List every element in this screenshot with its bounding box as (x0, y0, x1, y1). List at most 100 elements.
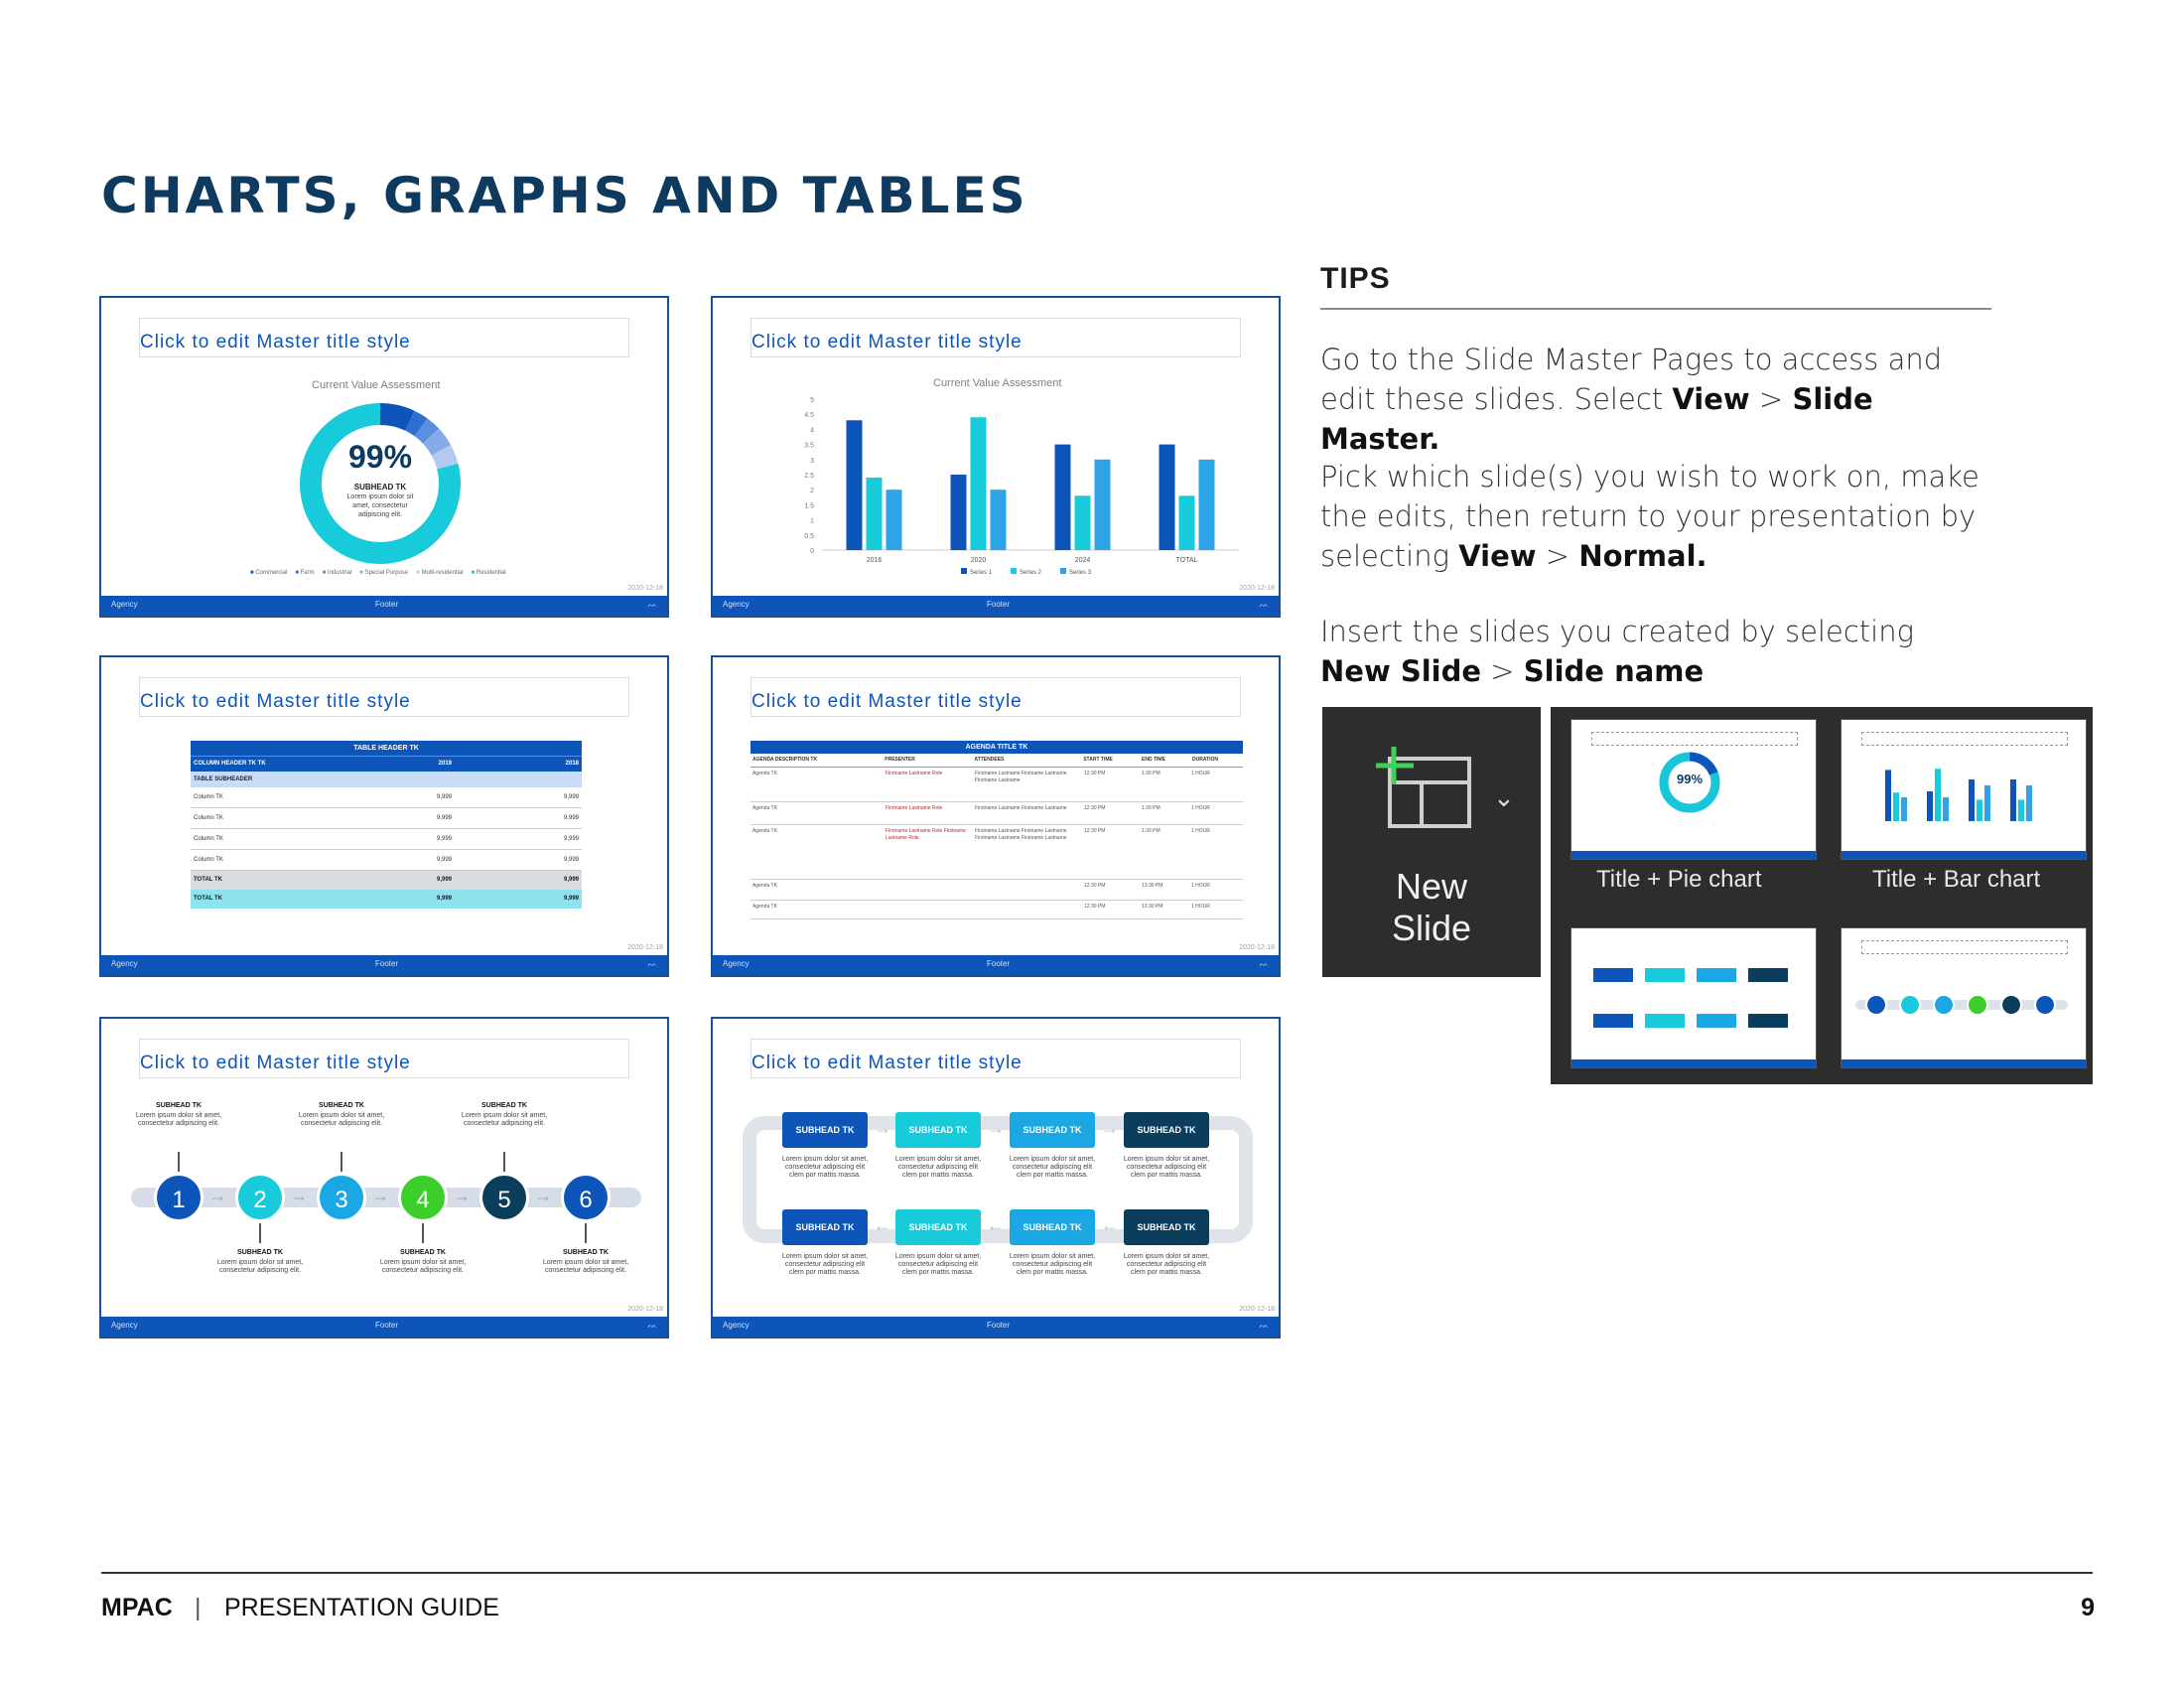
legend-entry: ■ Commercial (250, 570, 288, 576)
thumb-process-box (1645, 1014, 1685, 1028)
legend-label: Commercial (255, 570, 288, 576)
slide-thumbnail-timeline[interactable]: Click to edit Master title style 2020-12… (99, 1017, 669, 1338)
agenda-row: Agenda TK Firstname Lastname Role Firstna… (751, 825, 1243, 880)
x-tick-label: 2024 (1075, 557, 1091, 564)
layout-thumb-process[interactable] (1570, 927, 1817, 1068)
legend-entry: ■ Industrial (322, 570, 352, 576)
y-tick-label: 4.5 (804, 412, 814, 419)
slide-title-box: Click to edit Master title style (139, 318, 629, 357)
timeline-body: Lorem ipsum dolor sit amet, consectetur … (542, 1259, 629, 1274)
pie-slice (431, 444, 459, 470)
timeline-step: 2 (235, 1173, 285, 1222)
pie-slice (422, 428, 451, 456)
layout-thumb-bar[interactable] (1841, 719, 2087, 860)
agenda-cell: 1 HOUR (1191, 883, 1210, 889)
footer-brand: MPAC (101, 1594, 173, 1621)
table-row: Column TK 9,999 9,999 (191, 829, 582, 850)
timeline-body: Lorem ipsum dolor sit amet, consectetur … (135, 1112, 222, 1127)
thumb-bar (1943, 797, 1949, 821)
thumb-bar (1935, 769, 1941, 821)
agenda-table: AGENDA TITLE TK AGENDA DESCRIPTION TK PRE… (751, 741, 1243, 919)
process-step-body: Lorem ipsum dolor sit amet, consectetur … (781, 1253, 869, 1276)
footer-left: Agency (723, 959, 750, 968)
agenda-row: Agenda TK 12:30 PM 13:30 PM 1 HOUR (751, 901, 1243, 919)
legend-label: Series 1 (970, 570, 993, 576)
tip-keyword: View (1458, 539, 1537, 573)
legend-label: Series 2 (1020, 570, 1042, 576)
footer-left: Agency (723, 1321, 750, 1330)
thumb-bar (2010, 779, 2016, 821)
tip-text: > (1481, 654, 1524, 688)
bar (950, 475, 967, 550)
legend-entry: ■ Farm (295, 570, 315, 576)
thumb-footer-bar (1571, 1059, 1816, 1067)
layout-thumb-pie[interactable]: 99% (1570, 719, 1817, 860)
tip-keyword: Slide Master. (1320, 382, 1873, 456)
thumb-bar (1977, 799, 1982, 821)
footer-center: Footer (375, 1321, 399, 1330)
agenda-cell: Firstname Lastname Firstname Lastname Fi… (975, 828, 1067, 841)
agenda-column-headers: AGENDA DESCRIPTION TK PRESENTER ATTENDEES S… (751, 754, 1243, 768)
pie-center-percent: 99% (347, 439, 413, 475)
layout-thumb-timeline[interactable] (1841, 927, 2087, 1068)
bar (1054, 444, 1071, 550)
thumb-bar (1984, 785, 1990, 821)
tip-paragraph-1: Go to the Slide Master Pages to access a… (1320, 340, 1995, 459)
agenda-cell (973, 880, 1082, 900)
slide-thumbnail-table[interactable]: Click to edit Master title style TABLE H… (99, 655, 669, 977)
process-step-body: Lorem ipsum dolor sit amet, consectetur … (1123, 1156, 1210, 1179)
table-cell: Column TK (194, 836, 223, 842)
process-step-box: SUBHEAD TK (895, 1209, 981, 1245)
table-body: Column TK 9,999 9,999 Column TK 9,999 9,999 Co… (191, 787, 582, 871)
chevron-down-icon[interactable]: ⌄ (1493, 782, 1515, 812)
slide-thumbnail-process[interactable]: Click to edit Master title style 2020-12… (711, 1017, 1281, 1338)
agenda-cell: Agenda TK (752, 883, 777, 889)
slide-thumbnail-bar[interactable]: Click to edit Master title style Current… (711, 296, 1281, 618)
thumb-timeline-step (1967, 994, 1988, 1016)
footer-logo: ᨓ (1259, 1321, 1269, 1330)
pie-chart (300, 403, 461, 564)
thumb-pie-percent: 99% (1676, 772, 1704, 786)
timeline-subhead: SUBHEAD TK (237, 1249, 283, 1256)
process-step-box: SUBHEAD TK (1124, 1112, 1209, 1148)
agenda-cell: 1 HOUR (1191, 828, 1210, 834)
thumb-process-box (1697, 968, 1736, 982)
legend-label: Multi-residential (421, 570, 464, 576)
thumb-pie-icon (1659, 752, 1720, 813)
tip-paragraph-3: Insert the slides you created by selecti… (1320, 612, 1995, 691)
thumb-timeline-step (1933, 994, 1955, 1016)
timeline-subhead: SUBHEAD TK (481, 1102, 527, 1109)
pie-slice (404, 410, 428, 437)
thumb-bar (1893, 792, 1899, 821)
slide-footer-bar: Agency Footer ᨓ (101, 1317, 667, 1336)
thumb-footer-bar (1571, 851, 1816, 859)
agenda-cell: Firstname Lastname Firstname Lastname (975, 805, 1067, 811)
legend-label: Residential (476, 570, 506, 576)
bar (866, 478, 883, 550)
thumb-footer-bar (1842, 1059, 2086, 1067)
y-tick-label: 4 (810, 427, 814, 434)
arrow-right-icon: → (453, 1186, 471, 1205)
slide-thumbnail-pie[interactable]: Click to edit Master title style Current… (99, 296, 669, 618)
thumb-process-box (1697, 1014, 1736, 1028)
thumb-bar (2018, 799, 2024, 821)
page-title: CHARTS, GRAPHS AND TABLES (101, 167, 1028, 224)
bar-chart: 0 0.5 1 1.5 2 2.5 3 3.5 4 4.5 5 2016 2020 2024 TOTAL Se… (804, 397, 1239, 576)
slide-title-box: Click to edit Master title style (139, 1039, 629, 1078)
agenda-column-header: END TIME (1142, 757, 1165, 763)
timeline-body: Lorem ipsum dolor sit amet, consectetur … (298, 1112, 385, 1127)
table-row: Column TK 9,999 9,999 (191, 787, 582, 808)
thumb-title-box (1591, 732, 1798, 746)
footer-logo: ᨓ (647, 959, 657, 968)
y-tick-label: 1.5 (804, 502, 814, 509)
agenda-header: AGENDA TITLE TK (751, 741, 1243, 754)
footer-logo: ᨓ (1259, 600, 1269, 609)
slide-thumbnail-agenda[interactable]: Click to edit Master title style AGENDA … (711, 655, 1281, 977)
pie-body: Lorem ipsum dolor sit amet, consectetur … (346, 493, 414, 518)
column-header: 2018 (565, 761, 579, 767)
agenda-cell: 1 HOUR (1191, 904, 1210, 910)
tip-keyword: View (1672, 382, 1750, 416)
new-slide-button[interactable]: ⌄ New Slide (1322, 707, 1541, 977)
process-step-body: Lorem ipsum dolor sit amet, consectetur … (1009, 1156, 1096, 1179)
slide-title: Click to edit Master title style (140, 1053, 411, 1073)
